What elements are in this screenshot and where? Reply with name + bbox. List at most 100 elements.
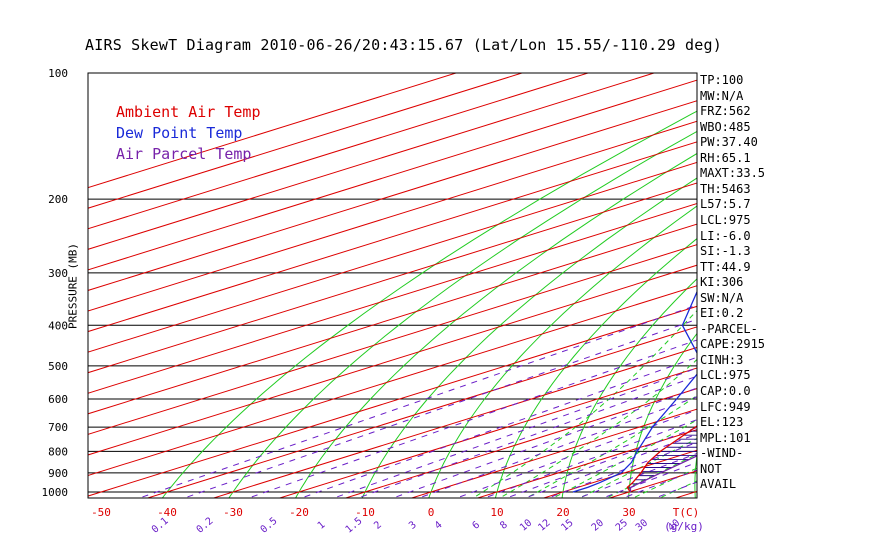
mixing-ratio-tick-label: 20: [590, 518, 606, 534]
mixing-ratio-tick-label: 0.2: [195, 516, 216, 536]
stability-index: NOT: [700, 461, 722, 476]
bottom-temp-tick-label: 30: [622, 506, 635, 519]
mixing-ratio-line: [505, 426, 697, 498]
isotherm-line: [88, 100, 697, 291]
dry-adiabat: [822, 73, 870, 501]
pressure-tick-label: 700: [48, 421, 68, 434]
isotherm-line: [410, 408, 697, 498]
pressure-tick-label: 500: [48, 360, 68, 373]
mixing-ratio-tick-label: 1: [316, 519, 328, 531]
mixing-ratio-tick-label: 25: [614, 518, 630, 534]
stability-index: WBO:485: [700, 119, 751, 134]
bottom-temp-tick-label: -10: [355, 506, 375, 519]
stability-index: L57:5.7: [700, 197, 751, 212]
bottom-temp-tick-label: 20: [556, 506, 569, 519]
stability-index: TH:5463: [700, 181, 751, 196]
stability-index: EL:123: [700, 415, 744, 430]
stability-index: EI:0.2: [700, 306, 744, 321]
ambient-temp-line: [626, 425, 697, 493]
isotherm-line: [88, 305, 697, 497]
pressure-tick-label: 800: [48, 445, 68, 458]
mixing-ratio-tick-label: 3: [407, 519, 419, 531]
isotherm-line: [476, 429, 697, 498]
pressure-tick-label: 400: [48, 319, 68, 332]
isotherm-line: [88, 203, 697, 394]
dewpoint-line: [572, 290, 697, 493]
stability-index: AVAIL: [700, 477, 737, 492]
stability-index: TT:44.9: [700, 259, 751, 274]
isotherm-line: [88, 120, 697, 312]
stability-index: PW:37.40: [700, 135, 758, 150]
isotherm-line: [88, 73, 656, 250]
stability-index: MW:N/A: [700, 88, 744, 103]
bottom-temp-tick-label: -20: [289, 506, 309, 519]
pressure-tick-label: 600: [48, 393, 68, 406]
isotherm-line: [88, 141, 697, 333]
bottom-temp-tick-label: 0: [428, 506, 435, 519]
isotherm-line: [212, 346, 697, 498]
dry-adiabat: [361, 177, 697, 498]
stability-index: CAP:0.0: [700, 384, 751, 398]
isotherm-line: [733, 54, 870, 501]
dry-adiabat: [295, 152, 697, 498]
bottom-temp-tick-label: 10: [490, 506, 503, 519]
bottom-temp-tick-label: -30: [223, 506, 243, 519]
moist-adiabat: [578, 437, 697, 498]
mixing-ratio-tick-label: 4: [433, 519, 445, 531]
mixing-ratio-line: [182, 318, 697, 498]
legend-entry: Ambient Air Temp: [116, 103, 261, 121]
mixing-ratio-tick-label: 10: [518, 518, 534, 534]
mixing-ratio-line: [417, 396, 697, 498]
isotherm-line: [88, 161, 697, 353]
mixing-ratio-tick-label: 8: [498, 519, 510, 531]
isotherm-line: [88, 73, 590, 230]
isotherm-line: [88, 73, 524, 209]
dry-adiabat: [494, 237, 697, 498]
stability-index: LI:-6.0: [700, 228, 751, 243]
mixing-ratio-unit-label: (g/kg): [664, 520, 704, 533]
isotherm-line: [278, 367, 697, 498]
isotherm-line: [88, 73, 458, 189]
pressure-tick-label: 200: [48, 193, 68, 206]
dry-adiabat: [759, 73, 870, 501]
legend-entry: Air Parcel Temp: [116, 145, 251, 163]
stability-index: TP:100: [700, 73, 744, 87]
stability-index: FRZ:562: [700, 104, 751, 119]
isotherm-line: [344, 388, 697, 498]
plot-border: [87, 72, 698, 499]
bottom-temp-tick-label: -40: [157, 506, 177, 519]
moist-adiabat: [472, 309, 697, 498]
isotherm-line: [88, 264, 697, 456]
mixing-ratio-line: [455, 409, 697, 498]
stability-index: MPL:101: [700, 430, 751, 445]
mixing-ratio-line: [483, 419, 697, 498]
isotherm-line: [88, 244, 697, 435]
bottom-temp-tick-label: -50: [91, 506, 111, 519]
mixing-ratio-line: [391, 387, 697, 498]
stability-index: LCL:975: [700, 368, 751, 383]
stability-index: MAXT:33.5: [700, 166, 766, 181]
mixing-ratio-tick-label: 0.5: [259, 516, 280, 536]
parcel-temp-line: [629, 455, 697, 493]
plot-area: [88, 54, 870, 501]
mixing-ratio-line: [332, 367, 697, 498]
isotherm-line: [88, 223, 697, 415]
stability-index: SI:-1.3: [700, 244, 751, 259]
stability-index: RH:65.1: [700, 150, 751, 165]
isotherm-line: [88, 285, 697, 477]
moist-adiabat: [552, 419, 697, 498]
mixing-ratio-tick-label: 15: [559, 518, 575, 534]
isotherm-line: [88, 79, 697, 271]
stability-index: LFC:949: [700, 399, 751, 414]
stability-index: CAPE:2915: [700, 337, 766, 352]
stability-index: SW:N/A: [700, 290, 744, 305]
dry-adiabat: [561, 278, 697, 498]
mixing-ratio-line: [299, 356, 697, 498]
chart-title: AIRS SkewT Diagram 2010-06-26/20:43:15.6…: [85, 36, 722, 54]
mixing-ratio-line: [137, 304, 697, 498]
isotherm-line: [88, 182, 697, 374]
dry-adiabat: [228, 130, 697, 498]
pressure-tick-label: 300: [48, 267, 68, 280]
pressure-tick-label: 1000: [42, 486, 69, 499]
